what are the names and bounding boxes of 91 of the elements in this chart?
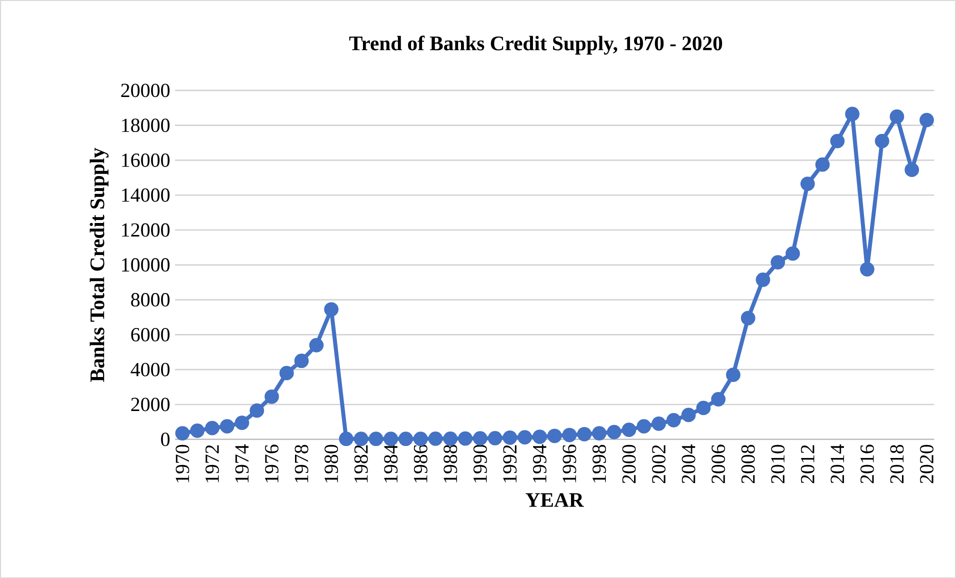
point	[636, 418, 652, 434]
point	[606, 424, 622, 440]
point	[815, 157, 830, 172]
point	[696, 400, 711, 415]
x-tick-label: 1970	[176, 444, 190, 482]
point	[874, 134, 890, 148]
x-tick-label: 1984	[384, 444, 398, 482]
x-tick-label: 1994	[532, 444, 546, 482]
x-tick-label: 2012	[800, 444, 814, 483]
y-tick-label: 2000	[131, 398, 170, 412]
x-tick-label: 1988	[444, 444, 458, 482]
y-tick-label: 6000	[131, 328, 170, 342]
x-tick-label: 2006	[712, 444, 726, 483]
point	[294, 353, 309, 368]
point	[502, 430, 518, 445]
x-tick-label: 2000	[622, 444, 636, 483]
point	[830, 134, 845, 148]
x-tick-label: 1978	[294, 444, 308, 482]
point	[770, 254, 786, 270]
point	[920, 112, 934, 128]
point	[264, 389, 279, 404]
point	[338, 431, 354, 446]
y-tick-label: 8000	[131, 292, 170, 306]
point	[562, 428, 577, 442]
x-tick-label: 2010	[771, 444, 785, 483]
point	[740, 310, 756, 326]
x-tick-label: 2020	[920, 444, 934, 483]
x-tick-label: 1996	[562, 444, 576, 482]
point	[622, 422, 636, 437]
x-tick-label: 1980	[324, 444, 338, 482]
point	[652, 416, 666, 431]
point	[518, 430, 532, 444]
point	[681, 408, 696, 422]
point	[458, 431, 472, 446]
point	[309, 338, 324, 352]
point	[384, 431, 398, 446]
point	[175, 426, 190, 440]
x-tick-label: 1986	[414, 444, 428, 482]
point	[220, 418, 234, 434]
point	[904, 162, 920, 177]
x-tick-label: 2008	[741, 444, 755, 483]
x-tick-label: 1998	[592, 444, 606, 482]
y-tick-label: 14000	[122, 188, 170, 202]
point	[428, 431, 443, 446]
y-tick-label: 16000	[122, 153, 170, 167]
point	[324, 302, 338, 316]
y-tick-label: 12000	[122, 223, 170, 237]
point	[354, 431, 368, 446]
point	[577, 426, 592, 442]
x-tick-label: 2014	[830, 444, 844, 483]
y-tick-label: 0	[161, 432, 170, 446]
point	[205, 420, 220, 436]
point	[190, 423, 205, 438]
point	[786, 246, 800, 261]
point	[368, 431, 384, 446]
point	[250, 403, 264, 418]
point	[279, 366, 294, 380]
x-tick-label: 2002	[652, 444, 666, 483]
point	[711, 392, 726, 406]
x-tick-label: 2016	[860, 444, 874, 483]
x-tick-label: 1992	[503, 444, 517, 482]
y-tick-label: 20000	[121, 83, 170, 97]
x-tick-label: 1976	[265, 444, 278, 482]
x-tick-label: 1972	[206, 444, 219, 482]
point	[547, 428, 562, 443]
point	[845, 106, 860, 121]
point	[666, 412, 681, 428]
point	[472, 430, 488, 446]
x-tick-label: 1990	[473, 444, 487, 482]
point	[756, 272, 770, 287]
point	[860, 262, 874, 276]
x-tick-label: 1974	[235, 444, 249, 482]
x-axis-title: YEAR	[526, 492, 584, 507]
point	[890, 109, 904, 124]
y-tick-label: 10000	[122, 258, 170, 272]
point	[443, 431, 458, 446]
chart-title: Trend of Banks Credit Supply, 1970 - 2020	[349, 35, 722, 54]
x-tick-label: 2018	[890, 444, 904, 483]
point	[413, 431, 428, 446]
point	[488, 430, 502, 446]
point	[800, 176, 815, 191]
x-tick-label: 1982	[354, 444, 368, 482]
point	[592, 426, 606, 440]
y-axis-title: Banks Total Credit Supply	[90, 148, 109, 382]
point	[398, 431, 413, 446]
y-tick-label: 18000	[122, 118, 170, 132]
y-tick-label: 4000	[130, 362, 170, 376]
x-tick-label: 2004	[682, 444, 696, 483]
point	[726, 367, 740, 382]
point	[532, 429, 547, 444]
point	[234, 415, 250, 430]
